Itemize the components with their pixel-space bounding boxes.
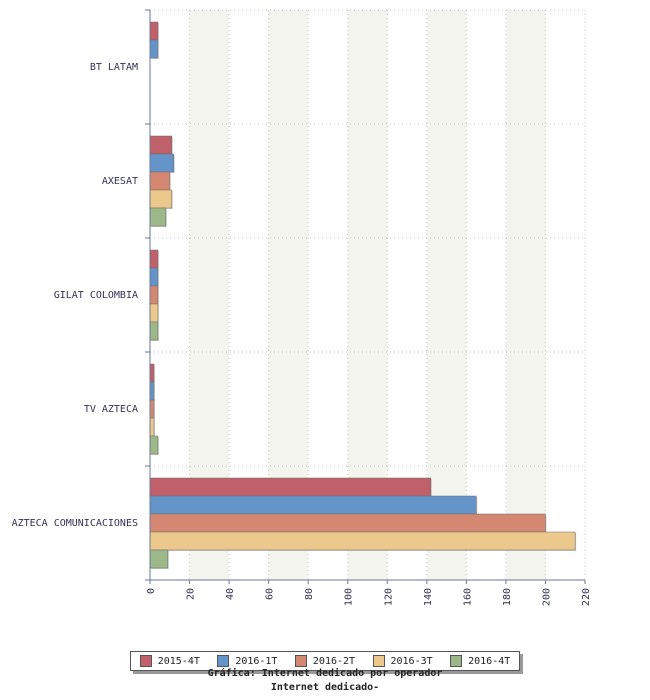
bar — [149, 381, 155, 401]
background-band — [505, 10, 546, 580]
legend-item: 2016-2T — [294, 655, 356, 667]
bar — [149, 549, 169, 569]
legend-label: 2016-1T — [235, 655, 278, 667]
legend-swatch — [139, 655, 152, 667]
chart-caption-line-1: Gráfica: Internet dedicado por operador — [207, 668, 443, 679]
x-tick-label: 220 — [581, 588, 592, 606]
background-band — [426, 10, 467, 580]
bar — [149, 363, 155, 383]
x-tick-label: 100 — [344, 588, 355, 606]
legend: 2015-4T 2016-1T 2016-2T 2016-3T 2016-4T — [130, 651, 520, 671]
x-tick-labels: 0 20 40 60 80 100 120 140 160 180 200 220 — [146, 580, 592, 606]
legend-item: 2015-4T — [139, 655, 200, 667]
category-label: GILAT COLOMBIA — [54, 290, 138, 301]
bar — [149, 171, 171, 191]
plot-background-bands — [189, 10, 546, 580]
legend-swatch — [217, 655, 230, 667]
bar — [149, 267, 159, 287]
category-label: TV AZTECA — [84, 404, 138, 415]
bar — [149, 285, 159, 305]
x-tick-label: 0 — [146, 588, 157, 594]
legend-item: 2016-1T — [217, 655, 277, 667]
legend-label: 2016-3T — [390, 655, 433, 667]
bar — [149, 135, 172, 155]
legend-item: 2016-3T — [372, 655, 433, 667]
category-labels: BT LATAM AXESAT GILAT COLOMBIA TV AZTECA AZT… — [12, 62, 138, 529]
bar — [149, 21, 159, 41]
x-tick-label: 160 — [462, 588, 473, 606]
category-label: AZTECA COMUNICACIONES — [12, 518, 138, 529]
bar — [149, 189, 172, 209]
x-tick-label: 200 — [541, 588, 552, 606]
bar — [149, 303, 159, 323]
x-tick-label: 40 — [225, 588, 236, 600]
legend-item: 2016-4T — [450, 655, 510, 667]
bar — [149, 153, 174, 173]
x-tick-label: 120 — [383, 588, 394, 606]
bar — [149, 435, 159, 455]
x-tick-label: 140 — [423, 588, 434, 606]
legend-swatch — [450, 655, 463, 667]
legend-swatch — [372, 655, 385, 667]
bar-chart: BT LATAM AXESAT GILAT COLOMBIA TV AZTECA AZT… — [12, 9, 592, 606]
bar — [149, 399, 155, 419]
bar — [149, 417, 155, 437]
bars-layer — [149, 21, 577, 569]
bar — [149, 207, 167, 227]
bar — [149, 513, 546, 533]
x-tick-label: 80 — [304, 588, 315, 600]
legend-label: 2016-2T — [312, 655, 356, 667]
category-label: BT LATAM — [90, 62, 138, 73]
grid-lines — [145, 9, 586, 581]
category-label: AXESAT — [102, 176, 138, 187]
legend-label: 2016-4T — [468, 655, 511, 667]
legend-label: 2015-4T — [157, 655, 200, 667]
bar — [149, 477, 432, 497]
legend-swatch — [294, 655, 307, 667]
bar — [149, 321, 159, 341]
bar — [149, 531, 576, 551]
x-tick-label: 20 — [186, 588, 197, 600]
bar — [149, 249, 159, 269]
x-tick-label: 60 — [265, 588, 276, 600]
bar — [149, 39, 159, 59]
bar — [149, 495, 477, 515]
x-tick-label: 180 — [502, 588, 513, 606]
chart-caption-line-2: Internet dedicado- — [270, 682, 380, 693]
